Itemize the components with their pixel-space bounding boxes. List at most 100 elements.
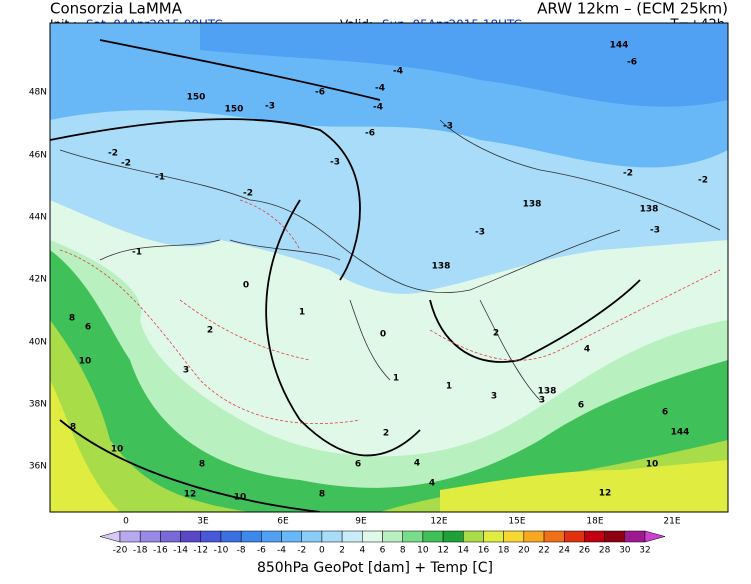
title: Consorzia LaMMA: [50, 0, 183, 18]
model: ARW 12km – (ECM 25km): [537, 0, 728, 18]
contour-label: 4: [584, 345, 590, 355]
contour-label: -2: [243, 189, 253, 199]
colorbar-label: -4: [277, 546, 286, 556]
contour-label: -4: [393, 67, 403, 77]
contour-label: 144: [671, 428, 690, 438]
colorbar-label: -8: [237, 546, 246, 556]
colorbar-label: -18: [133, 546, 148, 556]
contour-label: 8: [70, 423, 76, 433]
lat-label: 48N: [29, 88, 47, 98]
contour-label: 0: [380, 330, 386, 340]
contour-label: 138: [432, 262, 451, 272]
lon-label: 6E: [277, 517, 289, 527]
colorbar-swatch: [604, 530, 626, 543]
contour-label: -2: [623, 169, 633, 179]
contour-label: 2: [207, 326, 213, 336]
contour-label: -1: [132, 248, 142, 258]
colorbar-label: 4: [359, 546, 365, 556]
contour-label: 12: [599, 489, 612, 499]
contour-label: -3: [330, 158, 340, 168]
lon-label: 3E: [197, 517, 209, 527]
colorbar-swatch: [160, 530, 181, 543]
contour-label: 144: [610, 41, 629, 51]
colorbar-swatch: [341, 530, 363, 543]
colorbar-swatch: [624, 530, 646, 543]
colorbar-label: 10: [417, 546, 429, 556]
colorbar-swatch: [483, 530, 504, 543]
colorbar-label: 16: [478, 546, 490, 556]
lat-label: 40N: [29, 338, 47, 348]
colorbar-label: 32: [639, 546, 650, 556]
contour-label: -2: [121, 159, 131, 169]
colorbar-label: 28: [599, 546, 611, 556]
lon-label: 18E: [586, 517, 603, 527]
contour-label: -3: [475, 228, 485, 238]
footer-title: 850hPa GeoPot [dam] + Temp [C]: [257, 560, 493, 576]
map-frame: [49, 22, 729, 513]
contour-label: 0: [243, 281, 249, 291]
colorbar-swatch: [119, 530, 141, 543]
contour-label: 4: [429, 479, 435, 489]
contour-label: 10: [79, 357, 92, 367]
contour-label: 150: [225, 105, 244, 115]
contour-label: 2: [493, 329, 499, 339]
colorbar-label: -6: [257, 546, 266, 556]
contour-label: 138: [538, 387, 557, 397]
lat-label: 42N: [29, 275, 47, 285]
lon-label: 21E: [663, 517, 680, 527]
lat-label: 46N: [29, 151, 47, 161]
colorbar-swatch: [321, 530, 343, 543]
colorbar-label: 20: [518, 546, 530, 556]
contour-label: -4: [373, 103, 383, 113]
colorbar-swatch: [523, 530, 545, 543]
contour-label: 6: [85, 323, 91, 333]
colorbar-swatch: [563, 530, 585, 543]
colorbar-label: 14: [458, 546, 470, 556]
colorbar-arrow: [644, 530, 666, 543]
contour-label: -1: [155, 173, 165, 183]
contour-label: 8: [69, 314, 75, 324]
colorbar-swatch: [503, 530, 525, 543]
colorbar-swatch: [301, 530, 323, 543]
colorbar-swatch: [281, 530, 302, 543]
colorbar-label: -16: [153, 546, 168, 556]
contour-label: 8: [199, 460, 205, 470]
colorbar-label: 8: [400, 546, 406, 556]
contour-label: 10: [234, 493, 247, 503]
colorbar-swatch: [402, 530, 424, 543]
contour-label: -2: [698, 176, 708, 186]
colorbar-swatch: [261, 530, 282, 543]
lon-label: 15E: [508, 517, 525, 527]
colorbar-swatch: [463, 530, 484, 543]
contour-label: 10: [646, 460, 659, 470]
contour-label: 138: [523, 200, 542, 210]
contour-label: -6: [315, 88, 325, 98]
contour-label: 1: [393, 374, 399, 384]
colorbar-label: 0: [319, 546, 325, 556]
colorbar-swatch: [200, 530, 222, 543]
contour-label: -2: [108, 149, 118, 159]
contour-label: 1: [299, 308, 305, 318]
contour-label: 6: [578, 401, 584, 411]
colorbar-label: -2: [297, 546, 306, 556]
contour-label: 4: [414, 459, 420, 469]
colorbar-label: -10: [214, 546, 229, 556]
colorbar-label: -12: [193, 546, 208, 556]
contour-label: 3: [539, 396, 545, 406]
colorbar-label: 26: [579, 546, 591, 556]
contour-label: 3: [491, 392, 497, 402]
colorbar-swatch: [422, 530, 444, 543]
colorbar-arrow: [99, 530, 121, 543]
colorbar-label: -14: [173, 546, 188, 556]
lon-label: 12E: [430, 517, 447, 527]
colorbar-swatch: [543, 530, 565, 543]
contour-label: -3: [443, 122, 453, 132]
contour-label: 6: [355, 460, 361, 470]
lat-label: 44N: [29, 213, 47, 223]
colorbar-label: 24: [559, 546, 571, 556]
colorbar-label: 18: [498, 546, 510, 556]
contour-label: 3: [183, 366, 189, 376]
colorbar-label: 2: [339, 546, 345, 556]
colorbar-swatch: [220, 530, 242, 543]
